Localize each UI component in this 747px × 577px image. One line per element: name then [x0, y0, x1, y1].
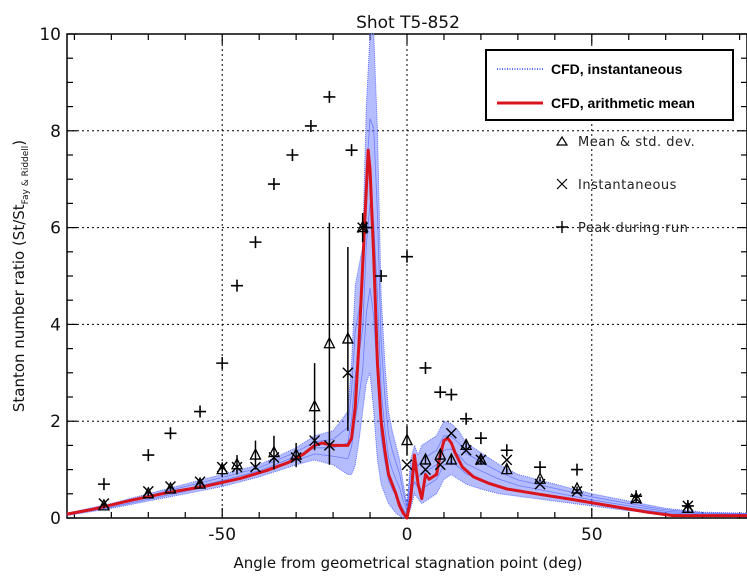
legend-box [485, 49, 734, 121]
cross-marker [445, 427, 457, 439]
plus-marker [445, 388, 458, 401]
plus-marker [474, 432, 487, 445]
plus-marker [434, 386, 447, 399]
cross-marker [401, 459, 413, 471]
plus-marker [360, 221, 373, 234]
cross-marker [290, 452, 302, 463]
marker-legend: Mean & std. dev. Instantaneous Peak duri… [555, 135, 695, 236]
triangle-marker [434, 447, 447, 460]
triangle-marker [356, 220, 369, 233]
plus-marker [286, 149, 299, 161]
triangle-marker [193, 476, 207, 489]
triangle-marker [419, 452, 432, 465]
y-tick-label: 8 [50, 122, 61, 142]
plus-marker [460, 412, 473, 425]
y-tick-label: 6 [50, 219, 61, 239]
cross-marker [534, 478, 546, 490]
plus-marker [630, 490, 643, 503]
legend-cross-marker [556, 178, 568, 190]
cfd-instantaneous-curve [66, 118, 747, 515]
triangle-marker [323, 336, 336, 349]
triangle-marker [164, 481, 177, 494]
tick-labels: -50 0 50 0 2 4 6 8 10 [39, 25, 602, 545]
y-tick-label: 10 [39, 25, 61, 45]
legend-plus-label: Peak during run [578, 221, 688, 236]
cross-marker [164, 481, 176, 493]
cross-marker [323, 439, 335, 451]
x-tick-label: 50 [581, 525, 603, 545]
plus-marker [142, 449, 155, 462]
y-axis-label: Stanton number ratio (St/StFay & Riddell… [10, 140, 31, 412]
cross-marker [342, 367, 354, 379]
cross-marker [231, 461, 243, 473]
y-axis-label-close: ) [10, 140, 28, 146]
series-layer [66, 33, 747, 520]
plus-marker [216, 357, 229, 370]
plus-marker [534, 461, 547, 474]
marker-layer [97, 90, 694, 513]
cross-marker [501, 454, 513, 466]
legend: CFD, instantaneous CFD, arithmetic mean [485, 49, 734, 121]
plus-marker [375, 270, 388, 282]
plus-marker [249, 236, 262, 249]
plus-marker [345, 144, 358, 157]
cross-marker [98, 497, 110, 509]
legend-mean-label: CFD, arithmetic mean [551, 95, 695, 111]
triangle-marker [500, 462, 513, 475]
legend-triangle-marker [555, 135, 569, 146]
triangle-marker [142, 486, 155, 499]
triangle-marker [400, 433, 414, 446]
cfd-mean-line [66, 148, 747, 520]
cross-marker [475, 454, 487, 466]
cross-marker [309, 435, 321, 447]
legend-triangle-label: Mean & std. dev. [578, 135, 695, 150]
legend-cross-label: Instantaneous [578, 178, 677, 193]
cross-marker [249, 461, 261, 473]
cfd-instantaneous-curve [66, 203, 747, 515]
cfd-instantaneous-band [66, 33, 747, 519]
plus-marker [267, 178, 280, 191]
cross-marker [419, 464, 431, 476]
y-tick-label: 4 [50, 315, 61, 335]
cross-marker [460, 444, 472, 456]
legend-plus-marker [556, 221, 568, 233]
chart-title: Shot T5-852 [356, 13, 460, 33]
plus-marker [681, 499, 694, 512]
y-tick-label: 2 [50, 412, 61, 432]
plus-marker [304, 119, 317, 132]
cross-marker [268, 452, 280, 463]
plus-marker [419, 361, 432, 374]
y-axis-label-sub: Fay & Riddell [21, 146, 31, 205]
plus-marker [164, 427, 177, 440]
triangle-marker [445, 452, 458, 465]
cross-marker [571, 485, 583, 497]
triangle-marker [341, 331, 354, 344]
cross-marker [142, 485, 154, 497]
triangle-marker [681, 500, 694, 513]
y-tick-label: 0 [50, 509, 61, 529]
cross-marker [434, 459, 446, 471]
plus-marker [401, 250, 413, 263]
triangle-marker [630, 491, 643, 504]
triangle-marker [308, 399, 321, 412]
cross-marker [216, 461, 228, 473]
plus-marker [231, 279, 243, 292]
cross-marker [194, 476, 206, 488]
triangle-marker [216, 462, 229, 475]
triangle-marker [249, 447, 262, 460]
triangle-marker [474, 452, 487, 465]
x-tick-label: -50 [208, 525, 236, 545]
legend-instantaneous-label: CFD, instantaneous [551, 61, 683, 77]
triangle-marker [97, 498, 111, 511]
plus-marker [571, 463, 583, 476]
plus-marker [500, 444, 513, 457]
y-axis-label-main: Stanton number ratio (St/St [10, 204, 28, 412]
x-axis-label: Angle from geometrical stagnation point … [233, 554, 582, 572]
plus-marker [194, 405, 207, 418]
plus-marker [97, 478, 110, 491]
x-tick-label: 0 [402, 525, 413, 545]
plus-marker [323, 90, 336, 103]
axis-ticks [67, 33, 747, 519]
